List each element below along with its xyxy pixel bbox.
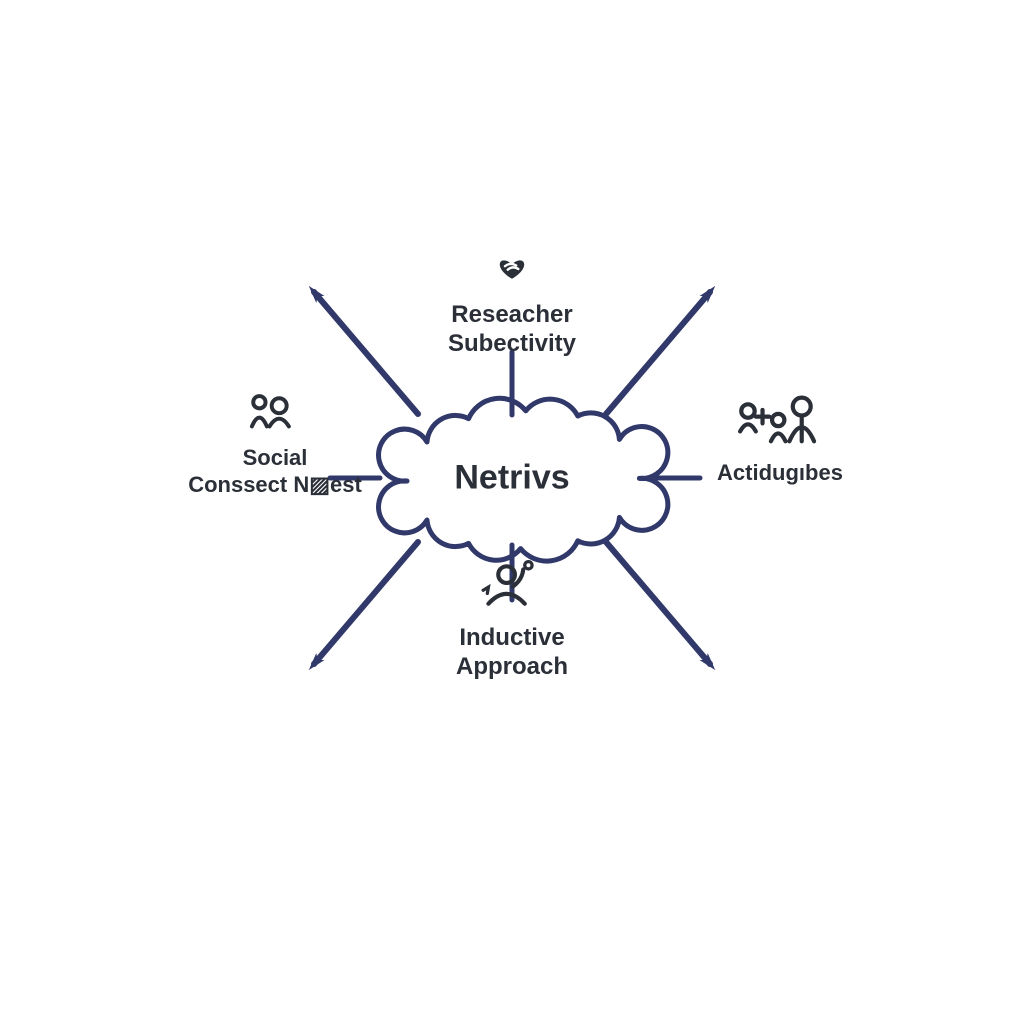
node-right: Actidugıbes: [717, 392, 843, 487]
node-bottom-label-line1: Inductive: [459, 624, 564, 651]
diagram-stage: Netrivs Reseacher Subectivity Actidugıbe…: [0, 0, 1024, 1024]
thinking-person-icon: [456, 558, 568, 618]
node-bottom: Inductive Approach: [456, 558, 568, 681]
node-left: Social Conssect N▨est: [188, 389, 362, 498]
node-right-label-line1: Actidugıbes: [717, 460, 843, 485]
node-left-label-line1: Social: [243, 445, 308, 470]
node-left-label-line2: Conssect N▨est: [188, 472, 362, 497]
node-top: Reseacher Subectivity: [448, 247, 576, 358]
diagram-svg: [0, 0, 1024, 1024]
node-bottom-label-line2: Approach: [456, 653, 568, 680]
node-top-label-line2: Subectivity: [448, 330, 576, 357]
people-pair-icon: [188, 389, 362, 439]
people-plus-icon: [717, 392, 843, 454]
center-cloud-label: Netrivs: [454, 459, 569, 498]
node-top-label-line1: Reseacher: [451, 301, 572, 328]
leaf-heart-icon: [448, 247, 576, 295]
